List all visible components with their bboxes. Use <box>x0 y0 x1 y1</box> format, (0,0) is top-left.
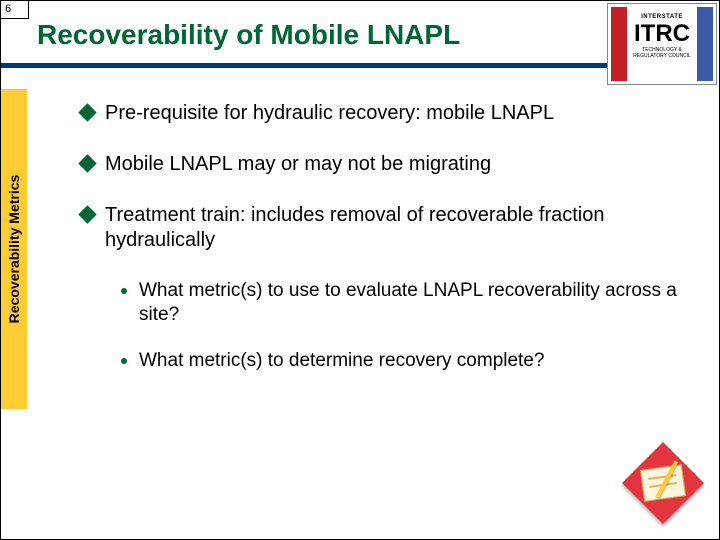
sub-bullet-item: What metric(s) to determine recovery com… <box>121 349 681 373</box>
bullet-item: Treatment train: includes removal of rec… <box>81 203 681 253</box>
bullet-item: Pre-requisite for hydraulic recovery: mo… <box>81 101 681 126</box>
logo-main-text: ITRC <box>630 22 694 46</box>
logo-left-bar <box>611 7 627 81</box>
decorative-graphic <box>621 441 705 525</box>
slide-container: 6 Recoverability of Mobile LNAPL INTERST… <box>0 0 720 540</box>
bullet-text: Treatment train: includes removal of rec… <box>105 204 604 251</box>
bullet-text: Mobile LNAPL may or may not be migrating <box>105 153 491 175</box>
itrc-logo: INTERSTATE ITRC TECHNOLOGY & REGULATORY … <box>607 3 717 85</box>
sidebar: Recoverability Metrics <box>1 89 27 409</box>
sub-bullet-item: What metric(s) to use to evaluate LNAPL … <box>121 279 681 327</box>
logo-sub-text: TECHNOLOGY & REGULATORY COUNCIL <box>630 48 694 59</box>
bullet-text: Pre-requisite for hydraulic recovery: mo… <box>105 102 554 124</box>
logo-text-block: INTERSTATE ITRC TECHNOLOGY & REGULATORY … <box>630 14 694 59</box>
sidebar-label: Recoverability Metrics <box>6 175 22 324</box>
page-number: 6 <box>5 3 11 15</box>
title-underline <box>1 63 609 68</box>
sub-bullet-text: What metric(s) to use to evaluate LNAPL … <box>139 280 677 325</box>
logo-right-bar <box>697 7 713 81</box>
bullet-item: Mobile LNAPL may or may not be migrating <box>81 152 681 177</box>
content-area: Pre-requisite for hydraulic recovery: mo… <box>81 101 681 394</box>
page-number-box: 6 <box>1 1 29 19</box>
slide-title: Recoverability of Mobile LNAPL <box>37 19 597 51</box>
sub-bullet-text: What metric(s) to determine recovery com… <box>139 350 544 371</box>
sub-bullet-list: What metric(s) to use to evaluate LNAPL … <box>121 279 681 372</box>
